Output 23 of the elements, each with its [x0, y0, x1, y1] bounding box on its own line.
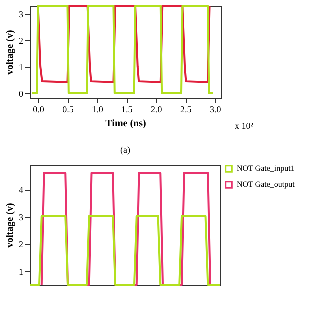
text: x 10² — [235, 121, 254, 131]
x-tick-label: 3.0 — [210, 104, 222, 114]
x-tick-label: 2.5 — [180, 104, 192, 114]
x-tick-label: 1.0 — [92, 104, 104, 114]
y-tick-label: 1 — [19, 62, 24, 72]
y-tick-label: 2 — [19, 36, 24, 46]
x-axis-title: Time (ns) — [106, 118, 146, 130]
y-tick-label: 3 — [19, 212, 24, 222]
y-tick-label: 2 — [19, 240, 24, 250]
x-tick-label: 0.0 — [33, 104, 45, 114]
line-series — [37, 5, 211, 84]
x-tick-label: 1.5 — [122, 104, 134, 114]
y-tick-label: 1 — [19, 266, 24, 277]
legend-label: NOT Gate_output — [237, 180, 296, 189]
text: (a) — [120, 145, 130, 155]
y-axis-title: voltage (v) — [5, 203, 16, 248]
y-tick-label: 3 — [19, 9, 24, 20]
y-axis-title: voltage (v) — [5, 30, 16, 75]
y-tick-label: 0 — [19, 88, 24, 99]
legend-label: NOT Gate_input1 — [237, 164, 295, 173]
x-tick-label: 0.5 — [62, 104, 74, 114]
x-tick-label: 2.0 — [151, 104, 163, 114]
y-tick-label: 4 — [19, 185, 24, 196]
